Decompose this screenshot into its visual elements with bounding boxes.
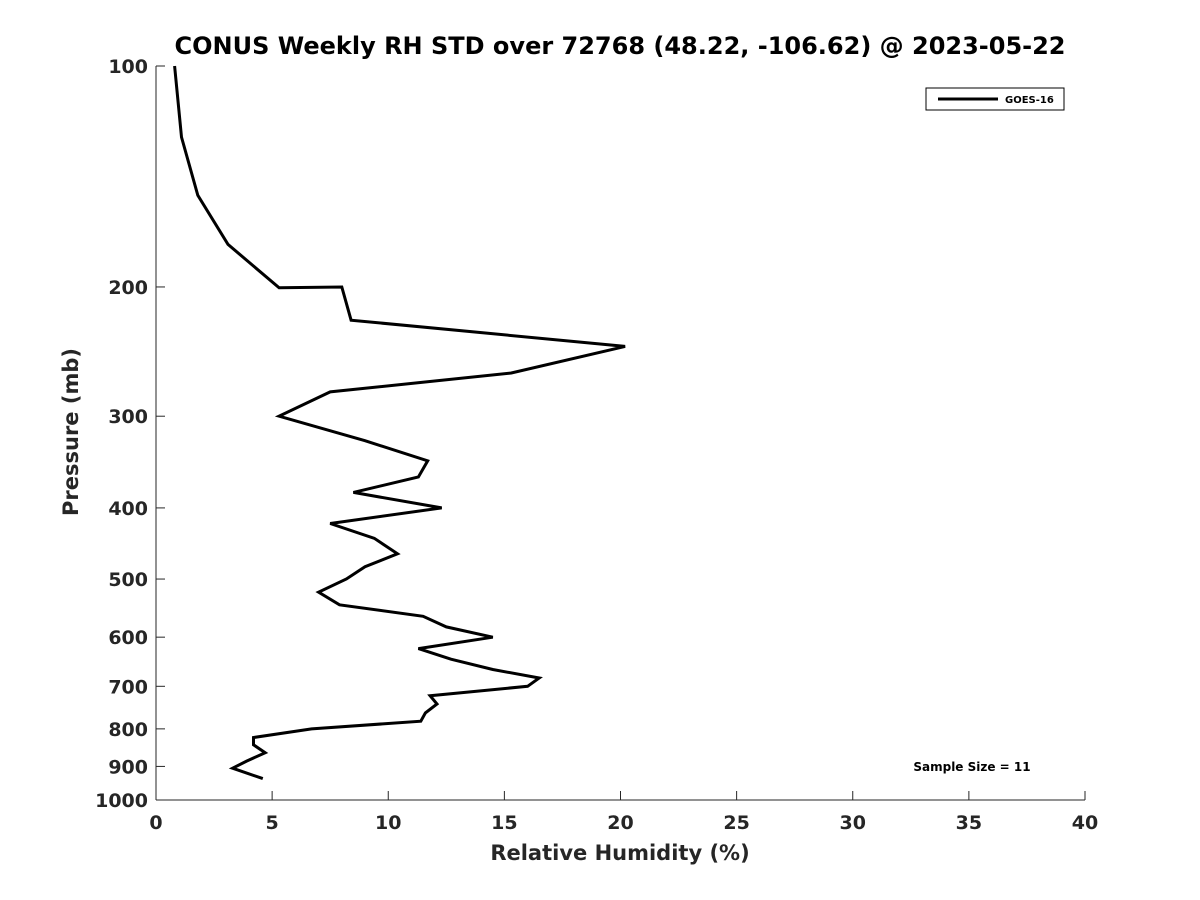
y-axis-label: Pressure (mb) <box>59 348 83 516</box>
x-tick-label: 25 <box>723 812 749 834</box>
y-tick-label: 300 <box>108 406 148 428</box>
y-tick-label: 100 <box>108 56 148 78</box>
y-tick-label: 1000 <box>95 790 148 812</box>
y-tick-label: 400 <box>108 498 148 520</box>
y-tick-label: 800 <box>108 719 148 741</box>
y-tick-label: 200 <box>108 277 148 299</box>
y-tick-label: 700 <box>108 676 148 698</box>
x-tick-label: 5 <box>266 812 279 834</box>
y-tick-label: 900 <box>108 756 148 778</box>
x-tick-label: 0 <box>149 812 162 834</box>
sample-size-annotation: Sample Size = 11 <box>913 760 1030 774</box>
x-tick-label: 30 <box>840 812 866 834</box>
legend-label-goes-16: GOES-16 <box>1005 95 1054 106</box>
x-tick-label: 35 <box>956 812 982 834</box>
y-tick-label: 500 <box>108 569 148 591</box>
x-tick-label: 10 <box>375 812 401 834</box>
x-tick-label: 20 <box>607 812 633 834</box>
legend: GOES-16 <box>925 87 1065 111</box>
x-tick-label: 40 <box>1072 812 1098 834</box>
y-tick-label: 600 <box>108 627 148 649</box>
series-line-goes-16 <box>173 65 626 781</box>
x-axis-label: Relative Humidity (%) <box>490 841 749 865</box>
plot-area: 0 5 10 15 20 25 30 35 40 100 200 300 400 500 600 700 800… <box>95 56 1098 834</box>
chart-title: CONUS Weekly RH STD over 72768 (48.22, -… <box>174 32 1065 60</box>
x-tick-label: 15 <box>491 812 517 834</box>
